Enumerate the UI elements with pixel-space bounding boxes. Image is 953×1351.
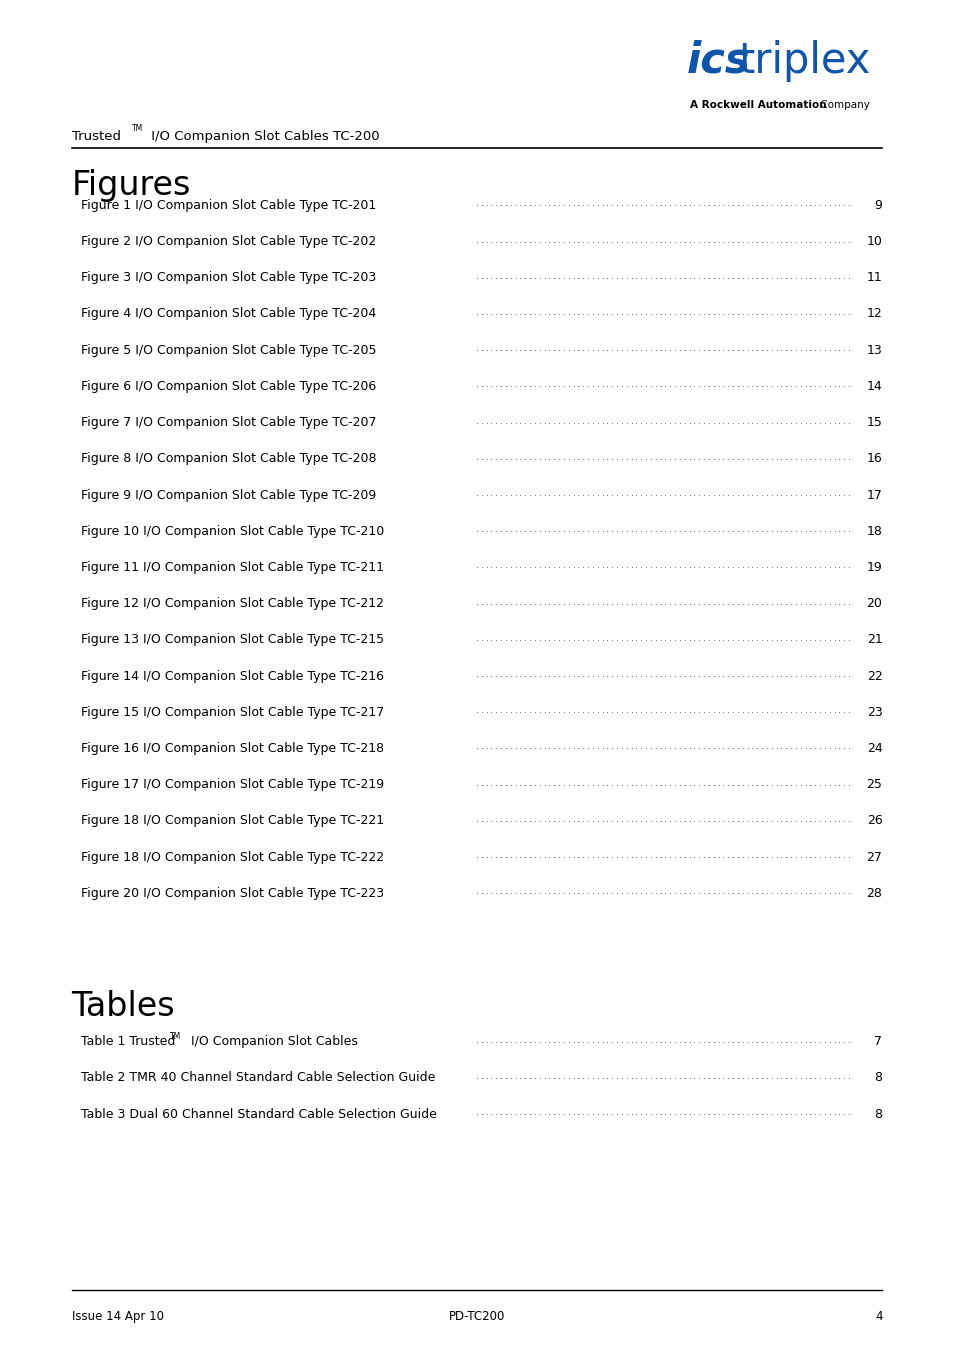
Text: Figure 10 I/O Companion Slot Cable Type TC-210: Figure 10 I/O Companion Slot Cable Type … <box>81 524 384 538</box>
Text: Figure 6 I/O Companion Slot Cable Type TC-206: Figure 6 I/O Companion Slot Cable Type T… <box>81 380 375 393</box>
Text: TM: TM <box>170 1032 181 1040</box>
Text: TM: TM <box>132 124 143 132</box>
Text: 24: 24 <box>865 742 882 755</box>
Text: Figure 9 I/O Companion Slot Cable Type TC-209: Figure 9 I/O Companion Slot Cable Type T… <box>81 489 375 501</box>
Text: Trusted: Trusted <box>71 130 120 143</box>
Text: Figure 5 I/O Companion Slot Cable Type TC-205: Figure 5 I/O Companion Slot Cable Type T… <box>81 343 376 357</box>
Text: Figure 8 I/O Companion Slot Cable Type TC-208: Figure 8 I/O Companion Slot Cable Type T… <box>81 453 376 465</box>
Text: triplex: triplex <box>739 39 871 82</box>
Text: Figure 13 I/O Companion Slot Cable Type TC-215: Figure 13 I/O Companion Slot Cable Type … <box>81 634 384 646</box>
Text: 25: 25 <box>865 778 882 792</box>
Text: Table 1 Trusted: Table 1 Trusted <box>81 1035 175 1048</box>
Text: Table 3 Dual 60 Channel Standard Cable Selection Guide: Table 3 Dual 60 Channel Standard Cable S… <box>81 1108 436 1120</box>
Text: Figure 1 I/O Companion Slot Cable Type TC-201: Figure 1 I/O Companion Slot Cable Type T… <box>81 199 375 212</box>
Text: 12: 12 <box>865 308 882 320</box>
Text: 27: 27 <box>865 851 882 863</box>
Text: Figure 18 I/O Companion Slot Cable Type TC-221: Figure 18 I/O Companion Slot Cable Type … <box>81 815 384 827</box>
Text: 20: 20 <box>865 597 882 611</box>
Text: Issue 14 Apr 10: Issue 14 Apr 10 <box>71 1310 163 1324</box>
Text: Figures: Figures <box>71 169 191 201</box>
Text: ics: ics <box>686 39 750 82</box>
Text: Figure 18 I/O Companion Slot Cable Type TC-222: Figure 18 I/O Companion Slot Cable Type … <box>81 851 384 863</box>
Text: Figure 11 I/O Companion Slot Cable Type TC-211: Figure 11 I/O Companion Slot Cable Type … <box>81 561 384 574</box>
Text: 8: 8 <box>874 1108 882 1120</box>
Text: 7: 7 <box>874 1035 882 1048</box>
Text: 19: 19 <box>865 561 882 574</box>
Text: 21: 21 <box>865 634 882 646</box>
Text: 17: 17 <box>865 489 882 501</box>
Text: 15: 15 <box>865 416 882 430</box>
Text: Figure 12 I/O Companion Slot Cable Type TC-212: Figure 12 I/O Companion Slot Cable Type … <box>81 597 384 611</box>
Text: 14: 14 <box>865 380 882 393</box>
Text: 11: 11 <box>865 272 882 284</box>
Text: 28: 28 <box>865 886 882 900</box>
Text: 26: 26 <box>865 815 882 827</box>
Text: Company: Company <box>816 100 868 111</box>
Text: 10: 10 <box>865 235 882 249</box>
Text: Figure 17 I/O Companion Slot Cable Type TC-219: Figure 17 I/O Companion Slot Cable Type … <box>81 778 384 792</box>
Text: 8: 8 <box>874 1071 882 1085</box>
Text: I/O Companion Slot Cables: I/O Companion Slot Cables <box>187 1035 357 1048</box>
Text: 4: 4 <box>874 1310 882 1324</box>
Text: PD-TC200: PD-TC200 <box>448 1310 505 1324</box>
Text: 22: 22 <box>865 670 882 682</box>
Text: Figure 2 I/O Companion Slot Cable Type TC-202: Figure 2 I/O Companion Slot Cable Type T… <box>81 235 375 249</box>
Text: Figure 20 I/O Companion Slot Cable Type TC-223: Figure 20 I/O Companion Slot Cable Type … <box>81 886 384 900</box>
Text: 18: 18 <box>865 524 882 538</box>
Text: Figure 14 I/O Companion Slot Cable Type TC-216: Figure 14 I/O Companion Slot Cable Type … <box>81 670 384 682</box>
Text: I/O Companion Slot Cables TC-200: I/O Companion Slot Cables TC-200 <box>147 130 379 143</box>
Text: Table 2 TMR 40 Channel Standard Cable Selection Guide: Table 2 TMR 40 Channel Standard Cable Se… <box>81 1071 435 1085</box>
Text: 23: 23 <box>865 705 882 719</box>
Text: 16: 16 <box>865 453 882 465</box>
Text: Figure 4 I/O Companion Slot Cable Type TC-204: Figure 4 I/O Companion Slot Cable Type T… <box>81 308 375 320</box>
Text: Figure 7 I/O Companion Slot Cable Type TC-207: Figure 7 I/O Companion Slot Cable Type T… <box>81 416 376 430</box>
Text: Tables: Tables <box>71 990 175 1023</box>
Text: Figure 15 I/O Companion Slot Cable Type TC-217: Figure 15 I/O Companion Slot Cable Type … <box>81 705 384 719</box>
Text: 13: 13 <box>865 343 882 357</box>
Text: 9: 9 <box>874 199 882 212</box>
Text: Figure 3 I/O Companion Slot Cable Type TC-203: Figure 3 I/O Companion Slot Cable Type T… <box>81 272 375 284</box>
Text: Figure 16 I/O Companion Slot Cable Type TC-218: Figure 16 I/O Companion Slot Cable Type … <box>81 742 384 755</box>
Text: A Rockwell Automation: A Rockwell Automation <box>689 100 825 111</box>
